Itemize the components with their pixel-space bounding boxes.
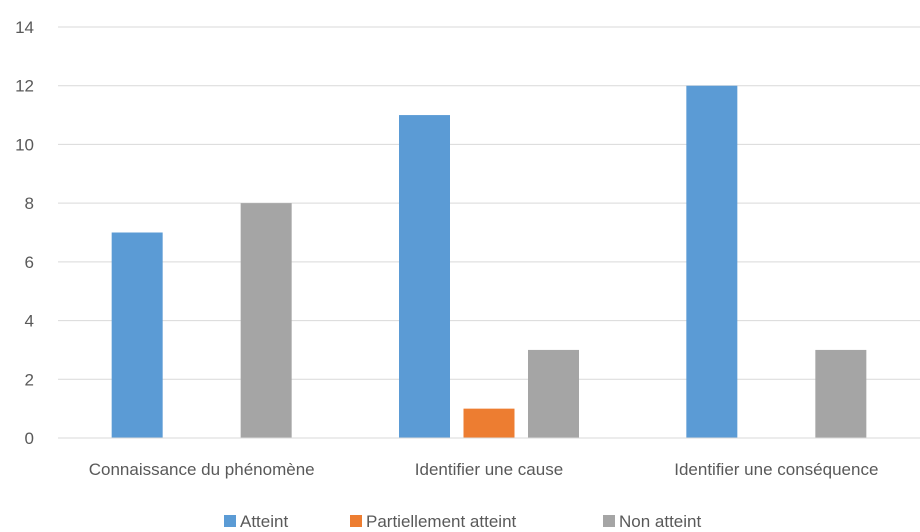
bar-atteint-1 xyxy=(399,115,450,439)
y-axis-tick-labels: 0 2 4 6 8 10 12 14 xyxy=(15,18,34,448)
y-tick-label: 8 xyxy=(25,194,34,213)
gridlines xyxy=(58,26,920,380)
legend-swatch xyxy=(350,515,362,527)
bar-atteint-0 xyxy=(111,232,163,438)
y-tick-label: 0 xyxy=(25,429,34,448)
x-category-label: Identifier une conséquence xyxy=(674,460,878,479)
bar-non-atteint-0 xyxy=(240,203,292,438)
legend-swatch xyxy=(224,515,236,527)
legend-swatch xyxy=(603,515,615,527)
y-tick-label: 4 xyxy=(25,312,34,331)
y-tick-label: 2 xyxy=(25,370,34,389)
bars xyxy=(111,85,867,439)
x-axis-category-labels: Connaissance du phénomène Identifier une … xyxy=(89,460,879,479)
legend-label: Non atteint xyxy=(619,512,701,531)
bar-partiellement-atteint-1 xyxy=(463,408,515,438)
bar-non-atteint-2 xyxy=(815,349,867,438)
bar-non-atteint-1 xyxy=(528,349,579,438)
legend-item: Atteint xyxy=(224,512,288,531)
y-tick-label: 6 xyxy=(25,253,34,272)
legend: Atteint Partiellement atteint Non atteint xyxy=(224,512,701,531)
y-tick-label: 10 xyxy=(15,135,34,154)
x-category-label: Connaissance du phénomène xyxy=(89,460,315,479)
y-tick-label: 14 xyxy=(15,18,34,37)
y-tick-label: 12 xyxy=(15,77,34,96)
legend-item: Partiellement atteint xyxy=(350,512,517,531)
legend-label: Partiellement atteint xyxy=(366,512,517,531)
bar-atteint-2 xyxy=(686,85,738,438)
legend-label: Atteint xyxy=(240,512,288,531)
legend-item: Non atteint xyxy=(603,512,701,531)
x-category-label: Identifier une cause xyxy=(415,460,563,479)
